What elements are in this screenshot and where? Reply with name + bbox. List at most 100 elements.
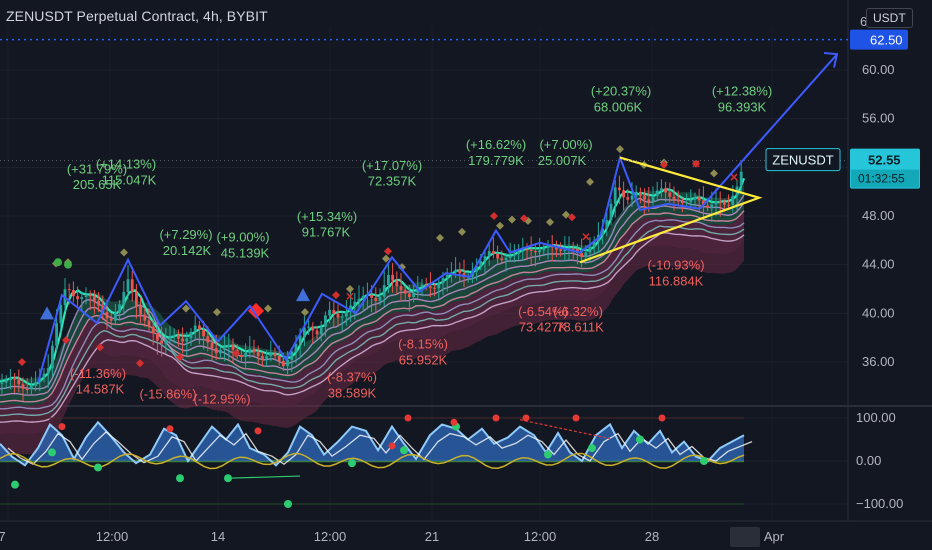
candle-body — [479, 261, 483, 267]
sell-diamond-marker — [332, 291, 340, 300]
candle-body — [458, 269, 462, 274]
candle-body — [76, 296, 79, 300]
oscillator-buy-dot — [400, 446, 408, 455]
oscillator-buy-dot — [700, 457, 708, 465]
candle-body — [706, 205, 709, 208]
candle-body — [592, 241, 596, 247]
target-price-value: 62.50 — [870, 33, 903, 48]
currency-selector[interactable]: USDT — [866, 8, 913, 28]
large-sell-diamond-marker — [248, 302, 264, 319]
candle-body — [681, 201, 684, 204]
buy-diamond-marker — [508, 215, 516, 224]
buy-diamond-marker — [546, 218, 554, 227]
candle-body — [664, 188, 667, 193]
annotation-label: 205.65K — [73, 177, 122, 192]
chart-title: ZENUSDT Perpetual Contract, 4h, BYBIT — [6, 8, 268, 24]
candle-body — [634, 191, 638, 196]
candle-body — [105, 312, 109, 319]
candles — [0, 161, 743, 402]
candle-body — [441, 278, 445, 284]
candle-body — [97, 300, 100, 306]
candle-body — [67, 289, 71, 291]
x-marker — [582, 233, 590, 241]
time-tick-label: 14 — [211, 529, 225, 544]
candle-body — [710, 204, 714, 208]
ma-line — [0, 225, 745, 417]
annotation-label: (-6.32%) — [553, 304, 603, 319]
oscillator-buy-dot — [348, 459, 356, 468]
oscillator-buy-dot — [94, 463, 102, 472]
annotation-label: (+20.37%) — [591, 84, 651, 99]
candle-body — [210, 342, 214, 349]
candle-body — [298, 335, 302, 344]
price-tick-label: 48.00 — [862, 208, 895, 223]
candle-body — [59, 305, 63, 324]
candle-body — [172, 335, 176, 337]
candle-body — [256, 352, 260, 357]
ma-line — [0, 219, 745, 410]
oscillator-buy-dot — [636, 435, 644, 444]
annotation-label: 38.589K — [328, 385, 377, 400]
candle-body — [13, 377, 16, 380]
ma-ribbon — [0, 178, 746, 455]
candle-body — [315, 330, 319, 335]
candle-body — [395, 280, 399, 287]
oscillator-buy-dot — [11, 480, 19, 489]
annotation-label: (+14.13%) — [96, 157, 156, 172]
time-tick-label: 21 — [425, 529, 439, 544]
candle-body — [731, 195, 735, 205]
candle-body — [177, 335, 180, 339]
oscillator-sell-dot — [492, 414, 500, 422]
annotation-label: 25.007K — [538, 153, 587, 168]
time-tick-label: 28 — [645, 529, 659, 544]
oscillator-sell-dot — [522, 414, 530, 422]
candle-body — [412, 292, 415, 298]
price-tick-label: 60.00 — [862, 62, 895, 77]
candle-body — [613, 187, 617, 204]
oscillator-buy-dot — [544, 450, 552, 459]
candle-body — [609, 203, 613, 221]
sell-diamond-marker — [384, 247, 392, 256]
annotation-label: (+31.79%) — [67, 161, 127, 176]
time-tick-label: 7 — [0, 529, 6, 544]
candle-body — [672, 196, 676, 200]
candle-body — [294, 343, 298, 352]
candle-body — [668, 192, 672, 197]
candle-body — [219, 349, 222, 354]
candle-body — [689, 199, 693, 203]
zigzag-pattern-line — [37, 154, 701, 383]
candle-body — [349, 305, 352, 311]
pivot-dot — [64, 260, 72, 269]
candle-body — [244, 352, 247, 357]
buy-diamond-marker — [436, 233, 444, 242]
candle-body — [189, 331, 193, 339]
buy-diamond-marker — [213, 308, 221, 317]
candle-body — [55, 323, 58, 346]
candle-body — [500, 258, 504, 261]
oscillator-line — [0, 420, 745, 467]
candle-body — [269, 353, 273, 357]
candle-body — [0, 382, 4, 384]
oscillator-sell-dot — [658, 414, 666, 422]
candle-body — [676, 199, 680, 202]
triangle-up-marker — [40, 306, 54, 320]
x-marker — [346, 292, 354, 300]
candle-body — [651, 196, 655, 202]
annotation-label: (+9.00%) — [216, 230, 269, 245]
candle-body — [101, 305, 105, 313]
candle-body — [34, 382, 37, 386]
buy-diamond-marker — [346, 285, 354, 293]
candle-body — [198, 325, 201, 330]
oscillator-sell-dot — [388, 442, 396, 450]
candle-body — [429, 286, 432, 288]
candle-body — [282, 361, 285, 367]
candle-body — [433, 287, 436, 289]
time-tick-label: 12:00 — [314, 529, 347, 544]
candle-body — [25, 388, 29, 390]
oscillator-buy-dot — [284, 500, 292, 508]
sell-diamond-marker — [568, 213, 576, 222]
candle-body — [508, 255, 512, 258]
candle-body — [248, 348, 252, 353]
candle-body — [223, 346, 226, 350]
